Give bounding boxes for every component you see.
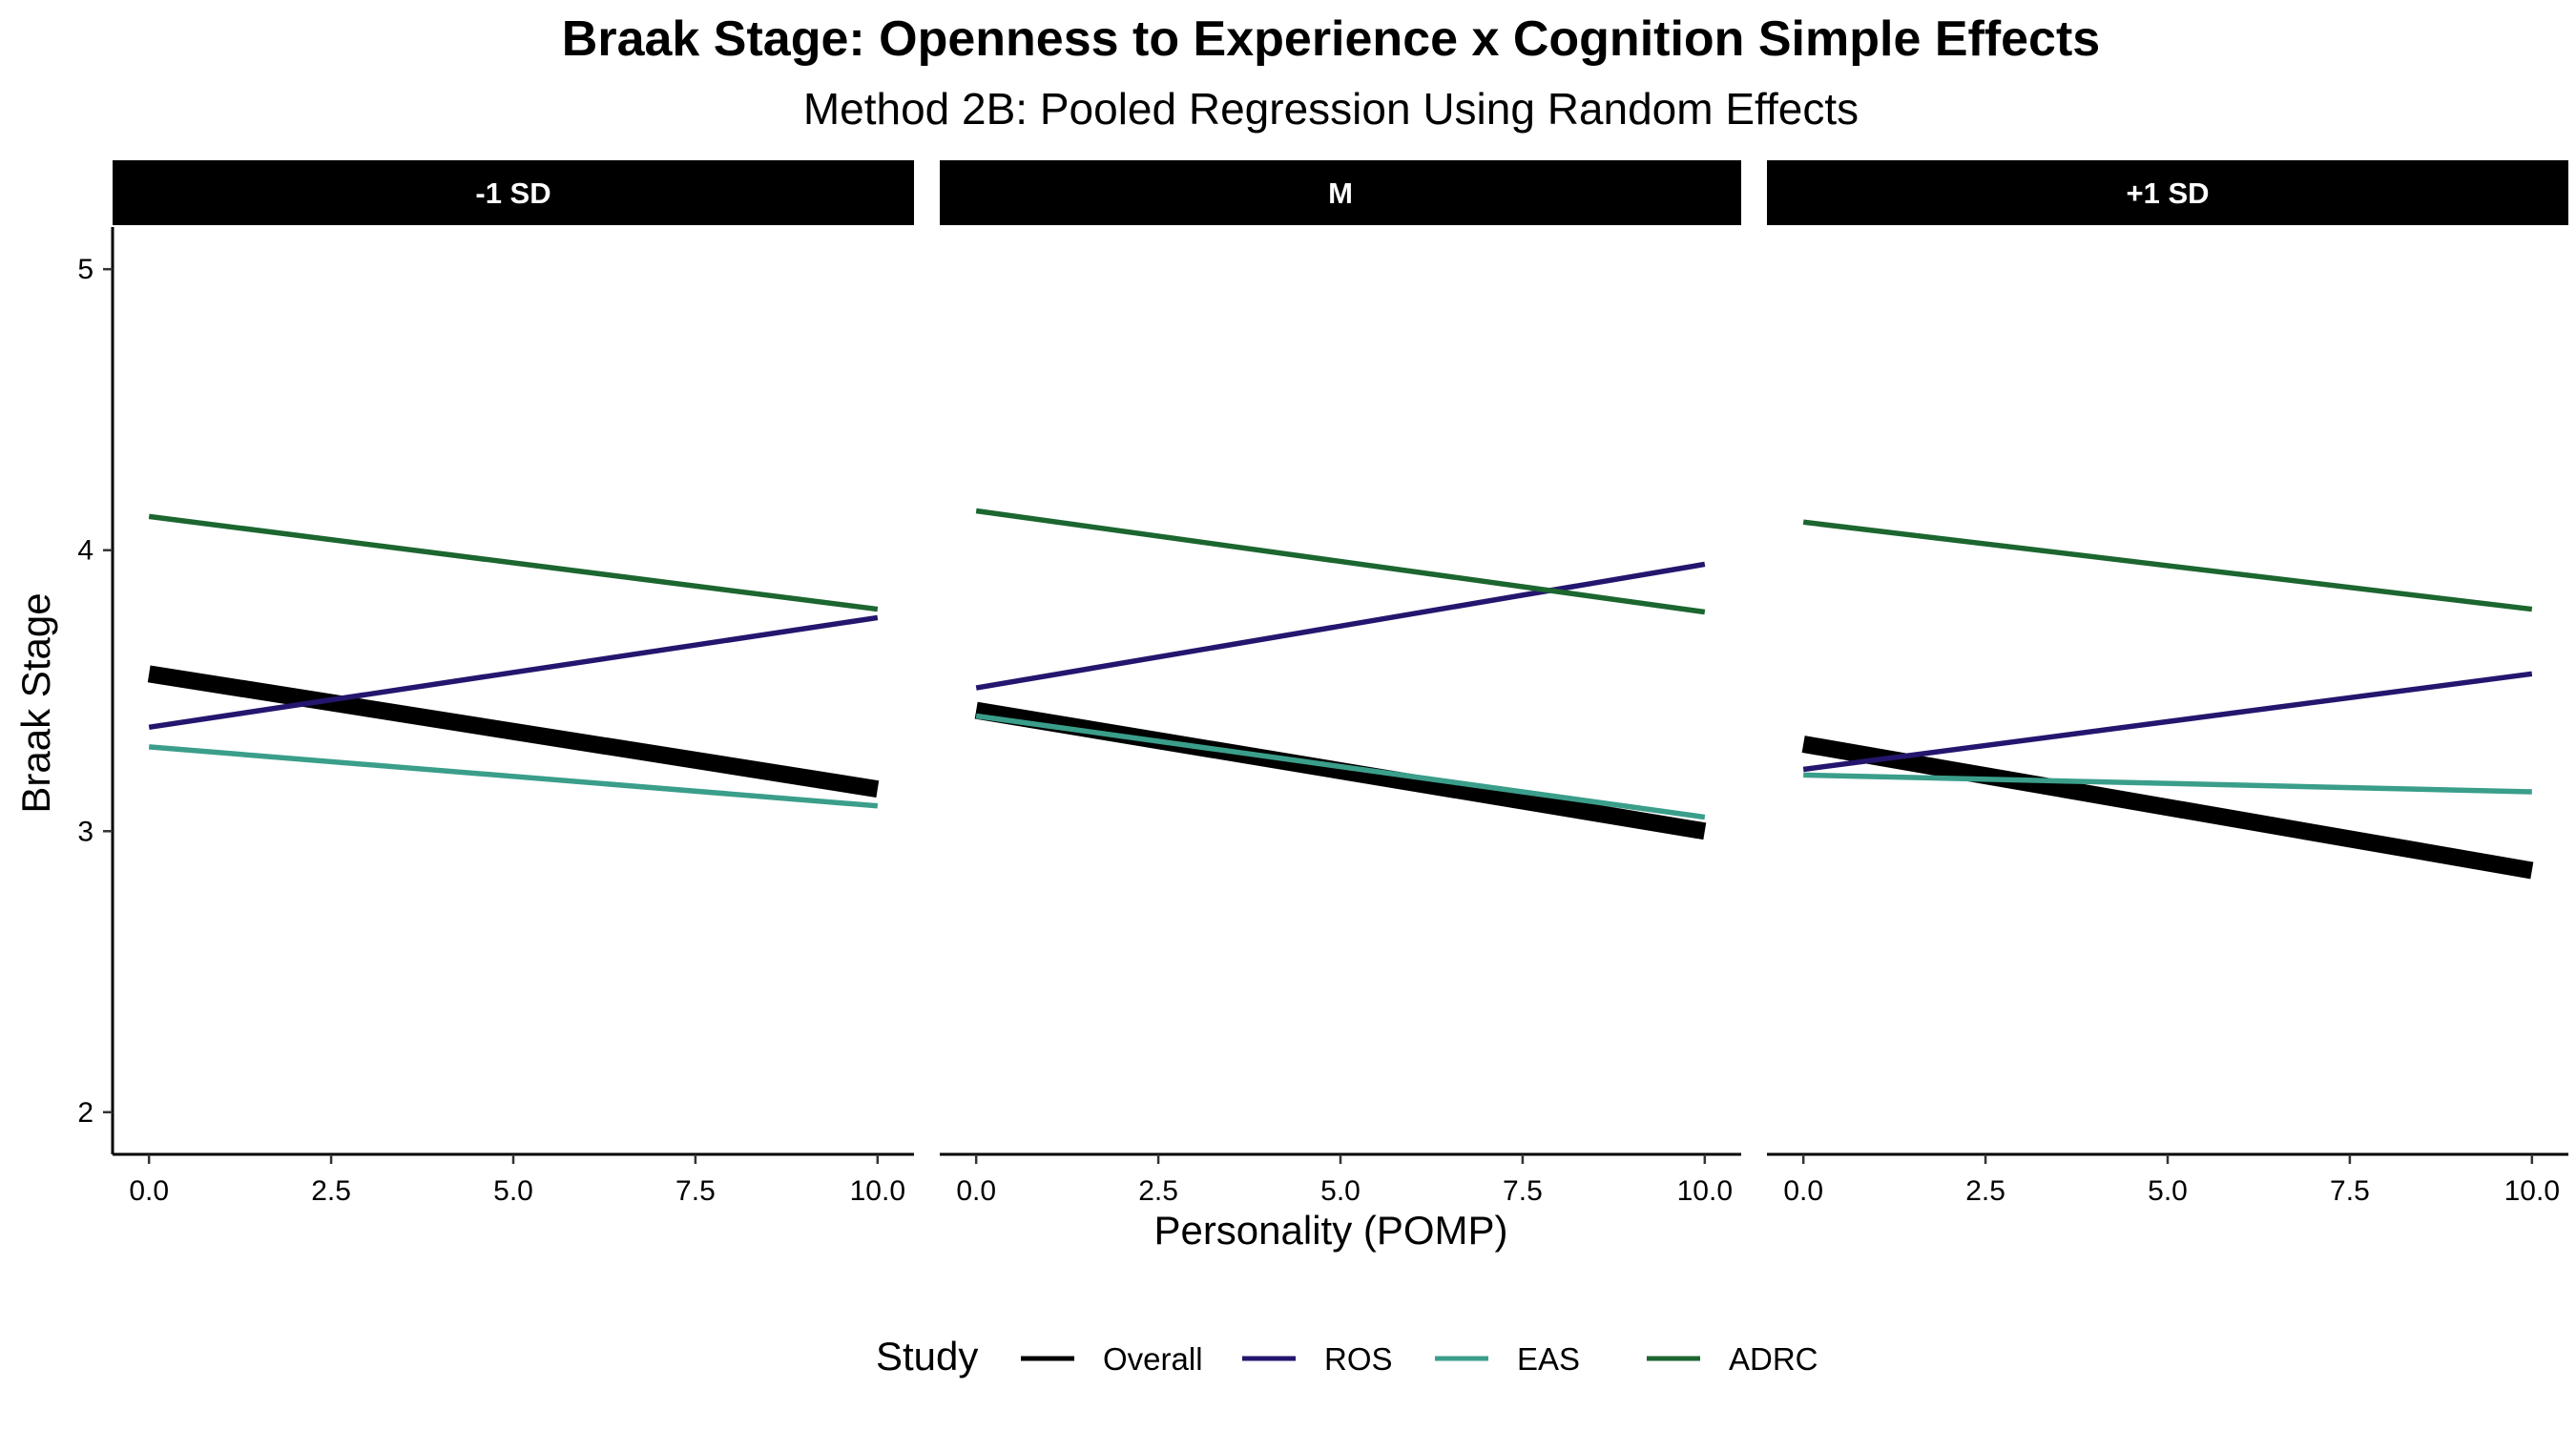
legend-label: ROS bbox=[1324, 1341, 1393, 1377]
series-line-overall bbox=[1801, 736, 2534, 880]
x-tick-label: 7.5 bbox=[675, 1175, 716, 1207]
legend-label: EAS bbox=[1517, 1341, 1580, 1377]
legend-title: Study bbox=[876, 1334, 978, 1379]
series-line-adrc bbox=[148, 513, 879, 612]
chart-subtitle: Method 2B: Pooled Regression Using Rando… bbox=[803, 84, 1859, 134]
facet-panel: M 0.0 2.5 5.0 7.5 10.0 bbox=[940, 160, 1741, 1207]
legend: Study Overall ROS EAS ADRC bbox=[876, 1334, 1818, 1379]
legend-item-overall: Overall bbox=[1021, 1341, 1203, 1377]
facet-strip bbox=[113, 160, 914, 225]
x-tick-label: 5.0 bbox=[2148, 1175, 2188, 1207]
series-line-ros bbox=[148, 614, 879, 731]
x-tick-label: 5.0 bbox=[1320, 1175, 1361, 1207]
facet-strip bbox=[1767, 160, 2568, 225]
chart-title: Braak Stage: Openness to Experience x Co… bbox=[562, 11, 2100, 67]
legend-item-ros: ROS bbox=[1242, 1341, 1393, 1377]
x-tick-label: 5.0 bbox=[493, 1175, 533, 1207]
series-line-ros bbox=[975, 561, 1706, 691]
legend-label: Overall bbox=[1103, 1341, 1203, 1377]
series-line-overall bbox=[147, 665, 880, 798]
legend-item-adrc: ADRC bbox=[1647, 1341, 1818, 1377]
x-tick-label: 7.5 bbox=[1503, 1175, 1543, 1207]
x-axis-title: Personality (POMP) bbox=[1153, 1208, 1507, 1253]
y-tick-label: 3 bbox=[77, 816, 93, 847]
y-axis-title: Braak Stage bbox=[13, 592, 58, 813]
facet-strip bbox=[940, 160, 1741, 225]
series-line-adrc bbox=[1802, 519, 2533, 612]
series-line-eas bbox=[975, 713, 1706, 820]
x-tick-label: 10.0 bbox=[1677, 1175, 1733, 1207]
facet-strip-label: M bbox=[1328, 176, 1353, 210]
x-tick-label: 2.5 bbox=[311, 1175, 351, 1207]
series-line-eas bbox=[148, 744, 879, 809]
series-line-eas bbox=[1803, 772, 2532, 795]
y-axis: 2 3 4 5 bbox=[77, 227, 114, 1154]
series-line-ros bbox=[1802, 671, 2533, 773]
x-tick-label: 2.5 bbox=[1965, 1175, 2005, 1207]
x-tick-label: 10.0 bbox=[850, 1175, 905, 1207]
y-tick-label: 5 bbox=[77, 254, 93, 285]
facet-panels: -1 SD0.0 2.5 5.0 7.5 10.0M0.0 2.5 5.0 7.5 10.0+1… bbox=[113, 160, 2568, 1207]
y-tick-label: 4 bbox=[77, 535, 93, 567]
legend-item-eas: EAS bbox=[1435, 1341, 1580, 1377]
x-tick-label: 10.0 bbox=[2504, 1175, 2560, 1207]
y-tick-label: 2 bbox=[77, 1097, 93, 1129]
x-tick-label: 2.5 bbox=[1138, 1175, 1178, 1207]
x-tick-label: 0.0 bbox=[1783, 1175, 1823, 1207]
facet-panel: -1 SD 0.0 2.5 5.0 7.5 10.0 bbox=[113, 160, 914, 1207]
x-tick-label: 0.0 bbox=[129, 1175, 169, 1207]
series-line-adrc bbox=[975, 508, 1706, 615]
facet-panel: +1 SD 0.0 2.5 5.0 7.5 10.0 bbox=[1767, 160, 2568, 1207]
x-tick-label: 7.5 bbox=[2330, 1175, 2370, 1207]
x-tick-label: 0.0 bbox=[956, 1175, 996, 1207]
facet-strip-label: +1 SD bbox=[2126, 176, 2209, 210]
legend-label: ADRC bbox=[1729, 1341, 1818, 1377]
facet-strip-label: -1 SD bbox=[475, 176, 551, 210]
